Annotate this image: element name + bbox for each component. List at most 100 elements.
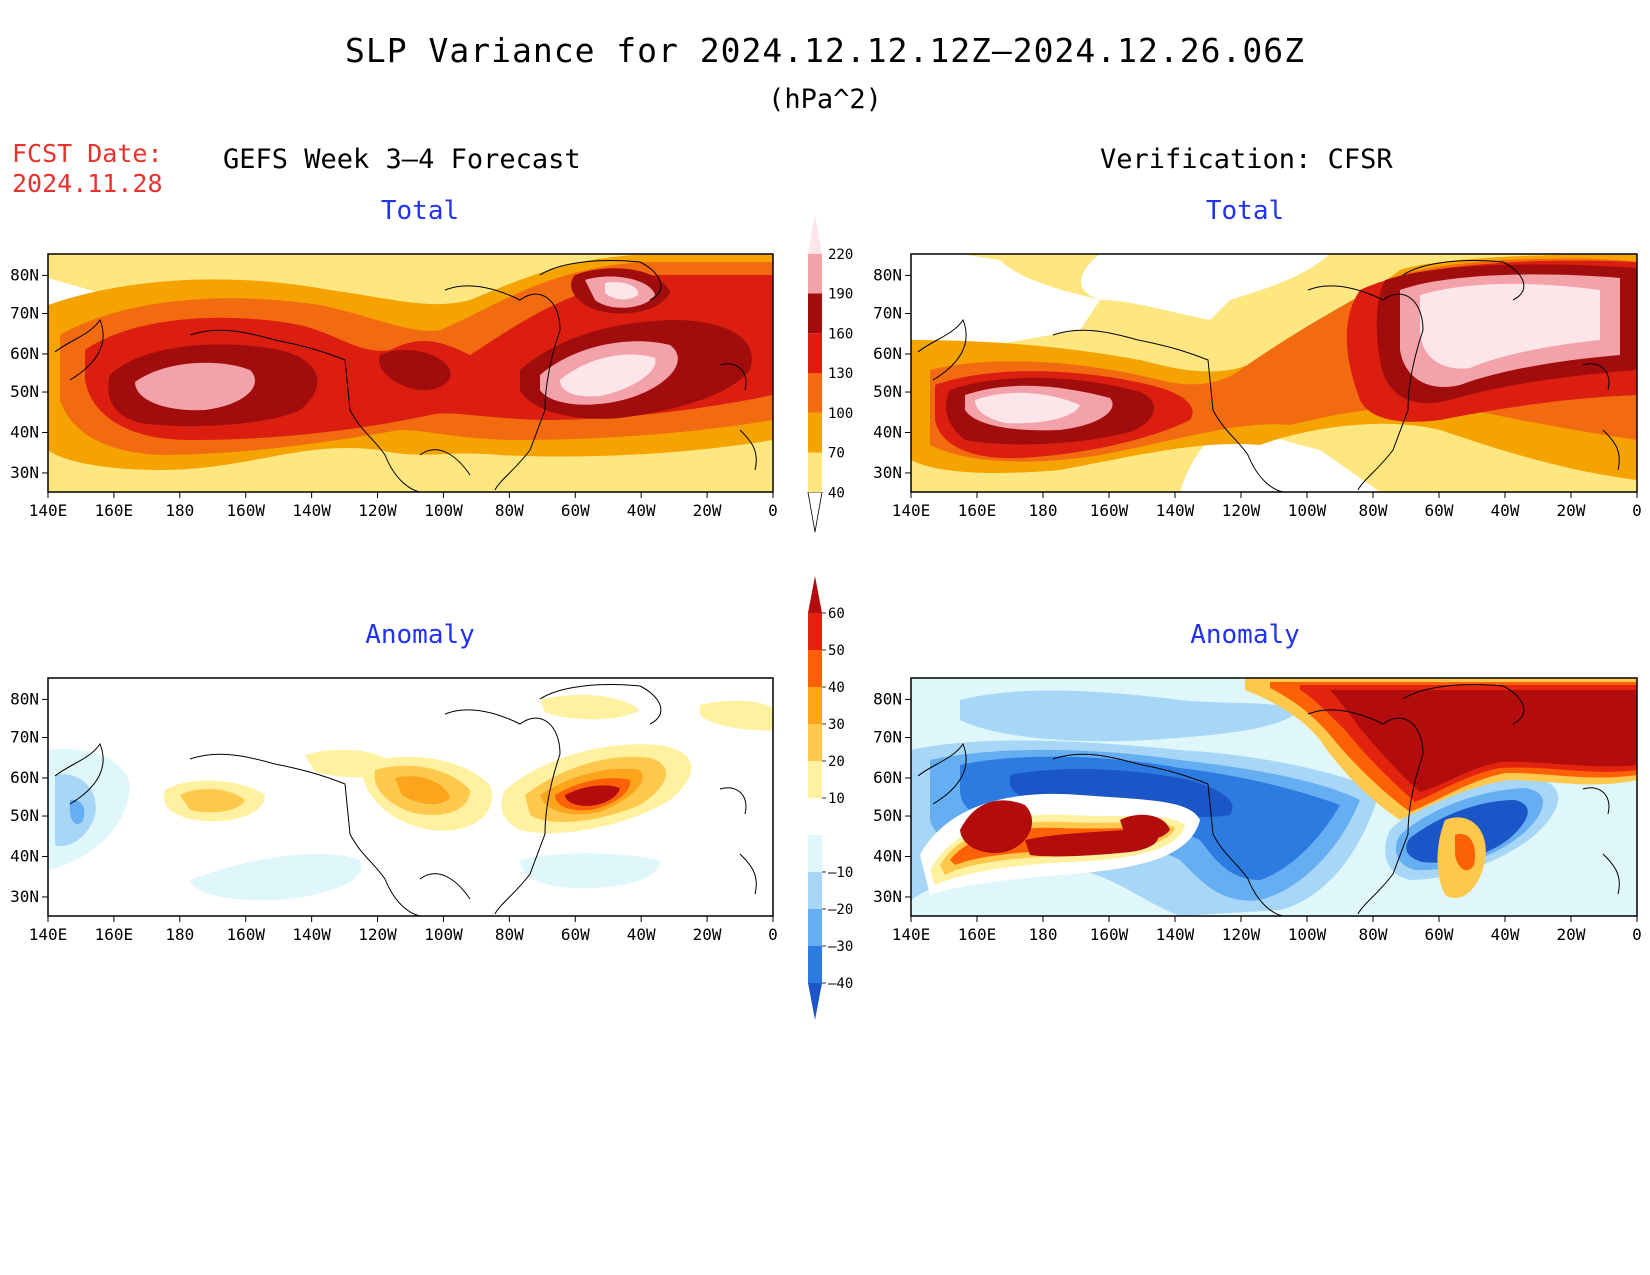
lon-tick-label: 120W bbox=[1222, 925, 1261, 944]
lat-tick-label: 50N bbox=[873, 382, 902, 401]
lon-tick-label: 120W bbox=[1222, 501, 1261, 520]
total-colorbar-label: 160 bbox=[828, 326, 853, 342]
lat-tick-label: 30N bbox=[10, 463, 39, 482]
total-colorbar-tail bbox=[807, 491, 823, 533]
anomaly-colorbar-label: –40 bbox=[828, 976, 853, 992]
lat-tick-label: 40N bbox=[873, 847, 902, 866]
total-colorbar-label: 100 bbox=[828, 406, 853, 422]
lon-tick-label: 100W bbox=[1288, 501, 1327, 520]
lon-tick-label: 100W bbox=[424, 501, 463, 520]
lon-tick-label: 80W bbox=[1359, 925, 1388, 944]
lat-tick-label: 50N bbox=[873, 806, 902, 825]
lat-tick-label: 40N bbox=[873, 423, 902, 442]
lon-tick-label: 60W bbox=[1425, 925, 1454, 944]
lat-tick-label: 80N bbox=[873, 689, 902, 708]
anomaly-colorbar-segment bbox=[808, 724, 822, 761]
lon-tick-label: 0 bbox=[1632, 501, 1642, 520]
anomaly-colorbar-label: –30 bbox=[828, 939, 853, 955]
lon-tick-label: 180 bbox=[165, 501, 194, 520]
total-colorbar-label: 130 bbox=[828, 366, 853, 382]
lon-tick-label: 140E bbox=[892, 925, 931, 944]
total-colorbar-label: 70 bbox=[828, 446, 845, 462]
lon-tick-label: 100W bbox=[1288, 925, 1327, 944]
lon-tick-label: 40W bbox=[1491, 925, 1520, 944]
lat-tick-label: 50N bbox=[10, 806, 39, 825]
lon-tick-label: 140W bbox=[292, 501, 331, 520]
anomaly-colorbar-segment bbox=[808, 946, 822, 983]
map-forecast-total bbox=[47, 253, 774, 493]
lat-tick-label: 80N bbox=[10, 265, 39, 284]
anomaly-colorbar-label: –10 bbox=[828, 865, 853, 881]
fcst-date-value: 2024.11.28 bbox=[12, 169, 163, 198]
total-colorbar-segment bbox=[808, 373, 822, 413]
lon-tick-label: 140E bbox=[29, 925, 68, 944]
total-colorbar-segment bbox=[808, 293, 822, 334]
lon-tick-label: 40W bbox=[627, 925, 656, 944]
lat-tick-label: 40N bbox=[10, 423, 39, 442]
lon-tick-label: 60W bbox=[1425, 501, 1454, 520]
anomaly-colorbar-segment bbox=[808, 761, 822, 798]
map-verification-total bbox=[910, 253, 1638, 493]
lon-tick-label: 180 bbox=[1029, 925, 1058, 944]
lon-tick-label: 80W bbox=[495, 501, 524, 520]
lat-tick-label: 30N bbox=[10, 887, 39, 906]
lon-tick-label: 160W bbox=[1090, 501, 1129, 520]
total-colorbar-label: 220 bbox=[828, 247, 853, 263]
total-colorbar-segment bbox=[808, 452, 822, 493]
lon-tick-label: 160E bbox=[95, 501, 134, 520]
anomaly-colorbar-segment bbox=[808, 983, 822, 1020]
panel-title-forecast-total: Total bbox=[380, 196, 460, 226]
lon-tick-label: 40W bbox=[627, 501, 656, 520]
lon-tick-label: 0 bbox=[768, 925, 778, 944]
lon-tick-label: 180 bbox=[165, 925, 194, 944]
anomaly-colorbar-segment bbox=[808, 798, 822, 835]
lat-tick-label: 80N bbox=[873, 265, 902, 284]
main-units: (hPa^2) bbox=[768, 84, 882, 115]
lat-tick-label: 70N bbox=[10, 304, 39, 323]
anomaly-colorbar-segment bbox=[808, 909, 822, 946]
total-colorbar-segment bbox=[808, 214, 822, 254]
lon-tick-label: 20W bbox=[1557, 501, 1586, 520]
lon-tick-label: 20W bbox=[693, 925, 722, 944]
main-title: SLP Variance for 2024.12.12.12Z–2024.12.… bbox=[345, 31, 1305, 70]
total-colorbar-segment bbox=[808, 412, 822, 453]
colorbars: 40 70 100 130 160 190 220 60 50 40 30 20 10 –10 –20 –30… bbox=[807, 214, 853, 1020]
lon-tick-label: 40W bbox=[1491, 501, 1520, 520]
verification-column-header: Verification: CFSR bbox=[1100, 144, 1393, 175]
lon-tick-label: 0 bbox=[768, 501, 778, 520]
lon-tick-label: 140W bbox=[1156, 501, 1195, 520]
lon-tick-label: 120W bbox=[358, 501, 397, 520]
lon-tick-label: 160W bbox=[226, 501, 265, 520]
lon-tick-label: 80W bbox=[495, 925, 524, 944]
lat-tick-label: 60N bbox=[10, 344, 39, 363]
total-colorbar-segment bbox=[808, 333, 822, 373]
lon-tick-label: 140E bbox=[29, 501, 68, 520]
total-colorbar-label: 40 bbox=[828, 485, 845, 501]
anomaly-colorbar-segment bbox=[808, 576, 822, 613]
anomaly-colorbar-label: 30 bbox=[828, 717, 845, 733]
lat-tick-label: 80N bbox=[10, 689, 39, 708]
lon-tick-label: 160E bbox=[958, 925, 997, 944]
lon-tick-label: 20W bbox=[1557, 925, 1586, 944]
panel-title-verification-anomaly: Anomaly bbox=[1190, 620, 1300, 650]
lat-tick-label: 60N bbox=[873, 768, 902, 787]
panel-title-forecast-anomaly: Anomaly bbox=[365, 620, 475, 650]
total-colorbar-label: 190 bbox=[828, 287, 853, 303]
lon-tick-label: 60W bbox=[561, 925, 590, 944]
lat-tick-label: 70N bbox=[873, 304, 902, 323]
lon-tick-label: 160W bbox=[1090, 925, 1129, 944]
axes-layer: 140E 160E 180 160W 140W 120W 100W 80W 60W 40W 20W 0… bbox=[10, 265, 1642, 944]
lon-tick-label: 160E bbox=[95, 925, 134, 944]
anomaly-colorbar-segment bbox=[808, 613, 822, 650]
lat-tick-label: 50N bbox=[10, 382, 39, 401]
lon-tick-label: 160E bbox=[958, 501, 997, 520]
lon-tick-label: 140W bbox=[292, 925, 331, 944]
anomaly-colorbar-label: 10 bbox=[828, 791, 845, 807]
lon-tick-label: 160W bbox=[226, 925, 265, 944]
coastlines bbox=[54, 260, 1620, 917]
anomaly-colorbar-label: 20 bbox=[828, 754, 845, 770]
anomaly-colorbar-label: –20 bbox=[828, 902, 853, 918]
total-colorbar-segment bbox=[808, 253, 822, 294]
anomaly-colorbar-segment bbox=[808, 835, 822, 872]
